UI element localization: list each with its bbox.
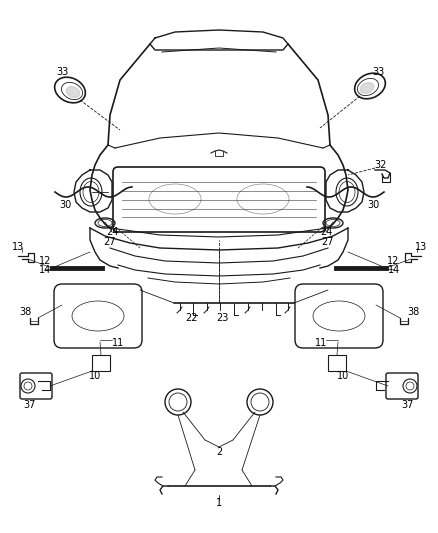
Text: 24: 24 (106, 227, 118, 237)
Text: 33: 33 (56, 67, 68, 77)
Text: 12: 12 (39, 256, 51, 266)
Text: 10: 10 (336, 371, 348, 381)
Text: 32: 32 (374, 160, 386, 170)
Text: 11: 11 (112, 338, 124, 348)
Text: 30: 30 (366, 200, 378, 210)
Text: 23: 23 (215, 313, 228, 323)
Text: 27: 27 (321, 237, 333, 247)
Text: 11: 11 (314, 338, 326, 348)
Text: 30: 30 (59, 200, 71, 210)
Text: 12: 12 (386, 256, 398, 266)
Text: 1: 1 (215, 498, 222, 508)
Text: 37: 37 (401, 400, 413, 410)
Text: 37: 37 (24, 400, 36, 410)
Text: 33: 33 (371, 67, 383, 77)
Text: 13: 13 (414, 242, 426, 252)
Text: 14: 14 (387, 265, 399, 275)
Text: 13: 13 (12, 242, 24, 252)
Text: 27: 27 (103, 237, 116, 247)
Text: 14: 14 (39, 265, 51, 275)
Text: 38: 38 (19, 307, 31, 317)
Text: 22: 22 (185, 313, 198, 323)
Text: 2: 2 (215, 447, 222, 457)
Text: 24: 24 (319, 227, 332, 237)
Text: 38: 38 (406, 307, 418, 317)
Ellipse shape (66, 86, 80, 98)
Ellipse shape (360, 83, 373, 93)
Text: 10: 10 (88, 371, 101, 381)
